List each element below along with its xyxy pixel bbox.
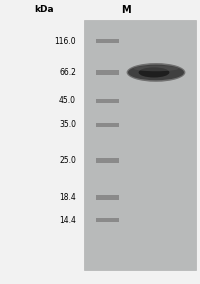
FancyBboxPatch shape [96, 70, 118, 75]
FancyBboxPatch shape [96, 123, 118, 127]
Text: 25.0: 25.0 [59, 156, 76, 165]
Text: kDa: kDa [34, 5, 54, 14]
Ellipse shape [127, 63, 185, 82]
FancyBboxPatch shape [96, 158, 118, 163]
Ellipse shape [134, 66, 178, 71]
FancyBboxPatch shape [96, 195, 118, 200]
Text: 18.4: 18.4 [59, 193, 76, 202]
FancyBboxPatch shape [96, 218, 118, 222]
FancyBboxPatch shape [96, 39, 118, 43]
FancyBboxPatch shape [96, 99, 118, 103]
FancyBboxPatch shape [84, 20, 196, 270]
Ellipse shape [128, 64, 184, 80]
Ellipse shape [139, 67, 169, 78]
Text: 35.0: 35.0 [59, 120, 76, 130]
Text: 45.0: 45.0 [59, 96, 76, 105]
Text: M: M [121, 5, 131, 15]
Text: 66.2: 66.2 [59, 68, 76, 77]
Text: 116.0: 116.0 [54, 37, 76, 46]
Text: 14.4: 14.4 [59, 216, 76, 225]
